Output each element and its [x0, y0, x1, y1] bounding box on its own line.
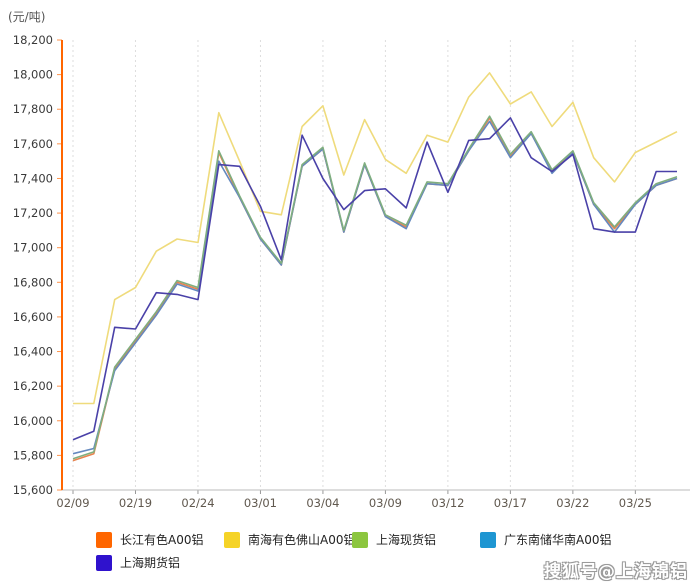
legend-label: 南海有色佛山A00铝	[248, 533, 356, 547]
y-tick-label: 18,200	[13, 33, 53, 47]
x-tick-label: 03/09	[369, 496, 402, 510]
legend-label: 上海现货铝	[376, 533, 437, 547]
y-axis-unit-label: (元/吨)	[8, 10, 46, 24]
x-tick-label: 02/19	[119, 496, 152, 510]
y-tick-label: 17,600	[13, 137, 53, 151]
x-tick-label: 03/01	[244, 496, 277, 510]
y-tick-label: 17,000	[13, 241, 53, 255]
y-tick-label: 15,600	[13, 483, 53, 497]
x-tick-label: 03/22	[556, 496, 589, 510]
y-tick-label: 15,800	[13, 448, 53, 462]
x-tick-label: 03/25	[619, 496, 652, 510]
line-series-3	[72, 120, 678, 455]
legend-item-1[interactable]: 南海有色佛山A00铝	[224, 531, 356, 548]
legend-row-2: 上海期货铝	[0, 551, 692, 574]
line-series-0	[72, 117, 678, 462]
legend-row-1: 长江有色A00铝 南海有色佛山A00铝 上海现货铝 广东南储华南A00铝	[0, 528, 692, 551]
line-series-1	[73, 72, 678, 405]
y-tick-label: 18,000	[13, 68, 53, 82]
line-series-2	[72, 115, 678, 460]
legend-swatch-icon	[96, 531, 112, 548]
x-tick-label: 03/17	[494, 496, 527, 510]
y-tick-label: 16,400	[13, 345, 53, 359]
y-tick-label: 17,800	[13, 102, 53, 116]
y-tick-label: 16,000	[13, 414, 53, 428]
y-tick-label: 17,200	[13, 206, 53, 220]
legend: 长江有色A00铝 南海有色佛山A00铝 上海现货铝 广东南储华南A00铝 上海期货铝	[0, 528, 692, 574]
legend-swatch-icon	[480, 531, 496, 548]
line-series-4	[72, 117, 677, 441]
plot-area: 02/09 02/19 02/24 03/01 03/04 03/09 03/12 03/17…	[13, 33, 690, 510]
watermark: 搜狐号@上海锦铝	[544, 562, 688, 582]
y-tick-label: 16,600	[13, 310, 53, 324]
y-tick-label: 16,200	[13, 379, 53, 393]
legend-label: 上海期货铝	[120, 556, 181, 570]
y-tick-label: 16,800	[13, 275, 53, 289]
legend-label: 长江有色A00铝	[120, 533, 204, 547]
x-tick-label: 02/09	[56, 496, 89, 510]
legend-swatch-icon	[96, 554, 112, 571]
x-tick-label: 03/12	[431, 496, 464, 510]
legend-item-2[interactable]: 上海现货铝	[352, 531, 480, 548]
legend-item-0[interactable]: 长江有色A00铝	[96, 531, 224, 548]
y-tick-label: 17,400	[13, 171, 53, 185]
x-tick-label: 02/24	[181, 496, 214, 510]
x-tick-label: 03/04	[306, 496, 339, 510]
legend-item-4[interactable]: 上海期货铝	[96, 554, 224, 571]
legend-swatch-icon	[224, 531, 240, 548]
legend-item-3[interactable]: 广东南储华南A00铝	[480, 531, 612, 548]
legend-label: 广东南储华南A00铝	[504, 533, 612, 547]
legend-swatch-icon	[352, 531, 368, 548]
